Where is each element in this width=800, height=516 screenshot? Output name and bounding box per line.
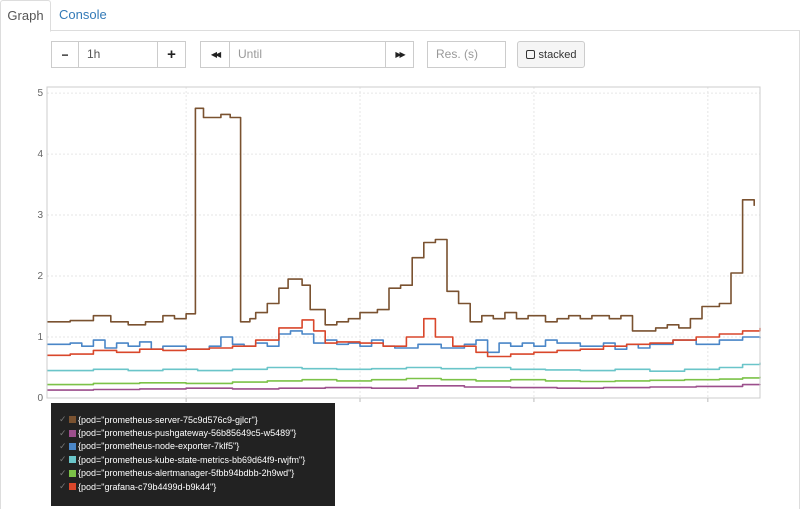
time-forward-button[interactable]: ▶▶ bbox=[385, 41, 414, 68]
legend-label: {pod="prometheus-node-exporter-7klf5"} bbox=[78, 441, 240, 452]
series-line-0 bbox=[47, 107, 755, 332]
check-icon: ✓ bbox=[59, 481, 67, 492]
y-tick-label: 4 bbox=[37, 149, 43, 160]
y-tick-label: 2 bbox=[37, 271, 43, 282]
legend-item[interactable]: ✓ {pod="prometheus-pushgateway-56b85649c5… bbox=[59, 426, 335, 439]
legend-label: {pod="prometheus-pushgateway-56b85649c5-… bbox=[78, 428, 297, 439]
legend-label: {pod="grafana-c79b4499d-b9k44"} bbox=[78, 481, 217, 492]
legend-item[interactable]: ✓ {pod="prometheus-node-exporter-7klf5"} bbox=[59, 440, 335, 453]
checkbox-icon bbox=[525, 50, 535, 59]
check-icon: ✓ bbox=[59, 427, 67, 438]
resolution-input[interactable]: Res. (s) bbox=[427, 41, 506, 68]
legend-item[interactable]: ✓ {pod="prometheus-kube-state-metrics-bb6… bbox=[59, 453, 335, 466]
y-tick-label: 1 bbox=[37, 332, 43, 343]
legend-item[interactable]: ✓ {pod="prometheus-server-75c9d576c9-gjlc… bbox=[59, 413, 335, 426]
series-line-5 bbox=[47, 317, 761, 358]
until-input[interactable]: Until bbox=[229, 41, 386, 68]
chart-frame bbox=[46, 86, 761, 399]
tab-console[interactable]: Console bbox=[59, 7, 107, 22]
legend-swatch bbox=[69, 469, 76, 477]
y-tick-label: 3 bbox=[37, 210, 43, 221]
range-input[interactable]: 1h bbox=[78, 41, 158, 68]
y-tick-label: 0 bbox=[37, 393, 43, 404]
series-line-3 bbox=[47, 362, 761, 372]
series-line-4 bbox=[47, 376, 761, 386]
stacked-label: stacked bbox=[538, 48, 577, 61]
time-back-button[interactable]: ◀◀ bbox=[200, 41, 230, 68]
check-icon: ✓ bbox=[59, 414, 67, 425]
range-increase-button[interactable]: + bbox=[157, 41, 186, 68]
y-axis-labels: 0 1 2 3 4 5 bbox=[37, 88, 43, 404]
legend-swatch bbox=[69, 416, 76, 424]
legend-item[interactable]: ✓ {pod="prometheus-alertmanager-5fbb94bdb… bbox=[59, 467, 335, 480]
legend-swatch bbox=[69, 456, 76, 464]
legend-swatch bbox=[69, 442, 76, 450]
chart-legend: ✓ {pod="prometheus-server-75c9d576c9-gjlc… bbox=[51, 403, 335, 506]
legend-swatch bbox=[69, 429, 76, 437]
y-tick-label: 5 bbox=[37, 88, 43, 99]
legend-label: {pod="prometheus-server-75c9d576c9-gjlcr… bbox=[78, 414, 258, 425]
legend-label: {pod="prometheus-alertmanager-5fbb94bdbb… bbox=[78, 468, 295, 479]
chart-grid bbox=[47, 87, 760, 402]
legend-item[interactable]: ✓ {pod="grafana-c79b4499d-b9k44"} bbox=[59, 480, 335, 493]
series-line-1 bbox=[47, 383, 761, 391]
tab-graph[interactable]: Graph bbox=[0, 0, 51, 32]
check-icon: ✓ bbox=[59, 454, 67, 465]
chart-series-lines bbox=[47, 107, 761, 391]
stacked-toggle-button[interactable]: stacked bbox=[517, 41, 585, 68]
check-icon: ✓ bbox=[59, 467, 67, 478]
range-decrease-button[interactable]: − bbox=[51, 41, 79, 68]
legend-label: {pod="prometheus-kube-state-metrics-bb69… bbox=[78, 454, 306, 465]
legend-swatch bbox=[69, 483, 76, 491]
check-icon: ✓ bbox=[59, 440, 67, 451]
tab-bar: Graph Console bbox=[0, 0, 800, 32]
